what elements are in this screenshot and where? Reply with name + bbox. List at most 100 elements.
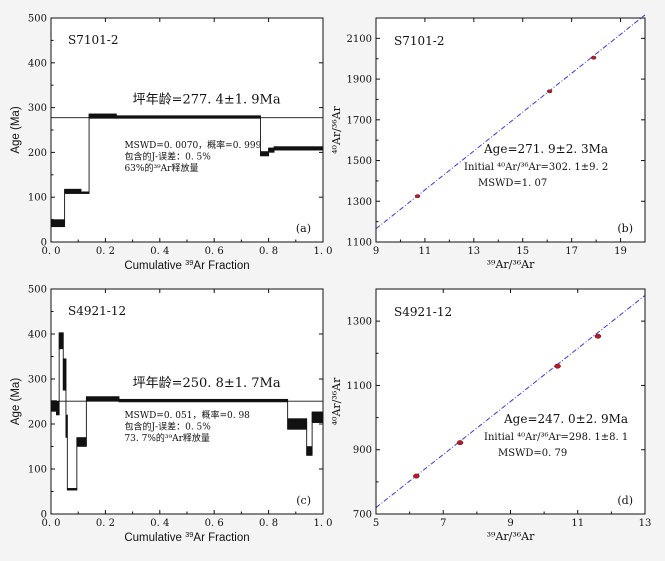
spectrum-step — [306, 446, 313, 456]
x-tick-label: 19 — [614, 246, 627, 257]
x-tick-label: 0. 6 — [205, 246, 224, 257]
x-tick-label: 15 — [516, 246, 529, 257]
data-point — [594, 333, 602, 339]
plateau-age-label: 坪年龄=277. 4±1. 9Ma — [133, 93, 281, 108]
spectrum-step — [64, 188, 82, 194]
spectrum-step — [76, 437, 87, 447]
x-tick-label: 9 — [373, 246, 379, 257]
x-tick-label: 11 — [571, 518, 584, 529]
data-point — [546, 89, 553, 94]
x-axis-label: Cumulative 39Ar Fraction — [124, 530, 249, 545]
y-tick-label: 0 — [41, 510, 47, 521]
plot-frame — [50, 288, 324, 515]
isochron-line — [375, 14, 646, 230]
sample-label: S7101-2 — [68, 33, 118, 47]
spectrum-step — [50, 219, 65, 228]
y-tick-label: 900 — [353, 445, 372, 456]
isochron-line — [375, 295, 646, 508]
mswd-label: MSWD=0. 79 — [498, 448, 567, 459]
y-tick-label: 300 — [28, 375, 47, 386]
x-tick-label: 0. 4 — [150, 246, 169, 257]
panel-label: (d) — [617, 494, 633, 507]
x-tick-label: 7 — [440, 518, 446, 529]
data-point — [554, 363, 561, 369]
x-tick-label: 0. 2 — [96, 246, 115, 257]
y-tick-label: 700 — [353, 510, 372, 521]
statistics-annotation: 63%的³⁹Ar释放量 — [124, 162, 198, 174]
x-tick-label: 0. 2 — [96, 518, 115, 529]
y-tick-label: 1700 — [347, 115, 372, 126]
spectrum-step — [58, 332, 64, 350]
y-tick-label: 2100 — [347, 34, 372, 45]
sample-label: S4921-12 — [394, 305, 452, 319]
x-tick-label: 0. 0 — [41, 246, 60, 257]
y-axis-label: ⁴⁰Ar/³⁶Ar — [330, 105, 343, 153]
y-tick-label: 1900 — [347, 75, 372, 86]
initial-ratio-label: Initial ⁴⁰Ar/³⁶Ar=302. 1±9. 2 — [464, 162, 608, 173]
plot-frame — [50, 17, 324, 243]
spectrum-step — [311, 411, 324, 423]
y-axis-label: Age (Ma) — [10, 378, 22, 425]
spectrum-step — [273, 146, 324, 151]
y-tick-label: 1100 — [347, 238, 372, 249]
spectrum-step — [67, 488, 78, 491]
isochron-age-label: Age=247. 0±2. 9Ma — [503, 412, 628, 426]
x-tick-label: 0. 4 — [150, 518, 169, 529]
x-tick-label: 0. 0 — [41, 518, 60, 529]
statistics-annotation: MSWD=0. 0070，概率=0. 999 — [124, 139, 261, 151]
plot-frame — [375, 17, 646, 243]
x-tick-label: 11 — [419, 246, 432, 257]
x-tick-label: 9 — [507, 518, 513, 529]
y-tick-label: 1300 — [347, 197, 372, 208]
panel-c: 0. 0 0. 2 0. 4 0. 6 0. 8 1. 0 0 100 200 300 400 500… — [10, 285, 333, 545]
panel-b: 9 11 13 15 17 19 1100 1300 1500 1700 1900 2100 S7101… — [330, 14, 646, 271]
y-tick-label: 100 — [28, 193, 47, 204]
y-tick-label: 500 — [28, 285, 47, 296]
plot-background — [376, 18, 645, 242]
plateau-age-label: 坪年龄=250. 8±1. 7Ma — [133, 376, 281, 391]
spectrum-step — [80, 191, 90, 194]
data-point — [590, 55, 597, 60]
y-axis-label: ⁴⁰Ar/³⁶Ar — [330, 377, 343, 425]
statistics-annotation: 包含的J-误差：0. 5% — [124, 421, 211, 433]
x-tick-label: 1. 0 — [313, 246, 332, 257]
x-axis-label: ³⁹Ar/³⁶Ar — [487, 258, 535, 271]
y-tick-label: 200 — [28, 148, 47, 159]
y-tick-label: 400 — [28, 58, 47, 69]
spectrum-step — [50, 400, 57, 412]
plot-frame — [375, 288, 646, 515]
x-tick-label: 13 — [467, 246, 480, 257]
x-tick-label: 0. 6 — [205, 518, 224, 529]
panel-d: 5 7 9 11 13 700 900 1100 1300 S4921-12 Age=247. 0±… — [330, 288, 652, 543]
x-tick-label: 1. 0 — [313, 518, 332, 529]
y-tick-label: 1500 — [347, 156, 372, 167]
y-tick-label: 1100 — [347, 381, 372, 392]
isochron-age-label: Age=271. 9±2. 3Ma — [483, 142, 608, 156]
x-tick-label: 5 — [373, 518, 379, 529]
sample-label: S4921-12 — [68, 304, 126, 318]
panel-label: (a) — [296, 222, 311, 235]
panel-a: 0. 0 0. 2 0. 4 0. 6 0. 8 1. 0 0 100 200 300 400 500… — [10, 14, 333, 273]
y-tick-label: 200 — [28, 420, 47, 431]
statistics-annotation: 包含的J-误差：0. 5% — [124, 151, 211, 163]
statistics-annotation: MSWD=0. 051，概率=0. 98 — [124, 409, 250, 421]
spectrum-step — [260, 151, 269, 157]
y-tick-label: 100 — [28, 465, 47, 476]
statistics-annotation: 73. 7%的³⁹Ar释放量 — [124, 432, 209, 444]
x-tick-label: 17 — [565, 246, 578, 257]
x-axis-label: ³⁹Ar/³⁶Ar — [487, 530, 535, 543]
data-point — [413, 473, 420, 479]
x-tick-label: 0. 8 — [259, 246, 278, 257]
spectrum-step — [86, 396, 120, 402]
x-tick-label: 0. 8 — [259, 518, 278, 529]
sample-label: S7101-2 — [394, 34, 444, 48]
initial-ratio-label: Initial ⁴⁰Ar/³⁶Ar=298. 1±8. 1 — [484, 432, 628, 443]
x-tick-label: 13 — [639, 518, 652, 529]
spectrum-step — [268, 147, 275, 153]
x-axis-label: Cumulative 39Ar Fraction — [124, 258, 249, 273]
spectrum-step — [287, 418, 307, 430]
y-axis-label: Age (Ma) — [10, 106, 22, 153]
y-tick-label: 1300 — [347, 317, 372, 328]
